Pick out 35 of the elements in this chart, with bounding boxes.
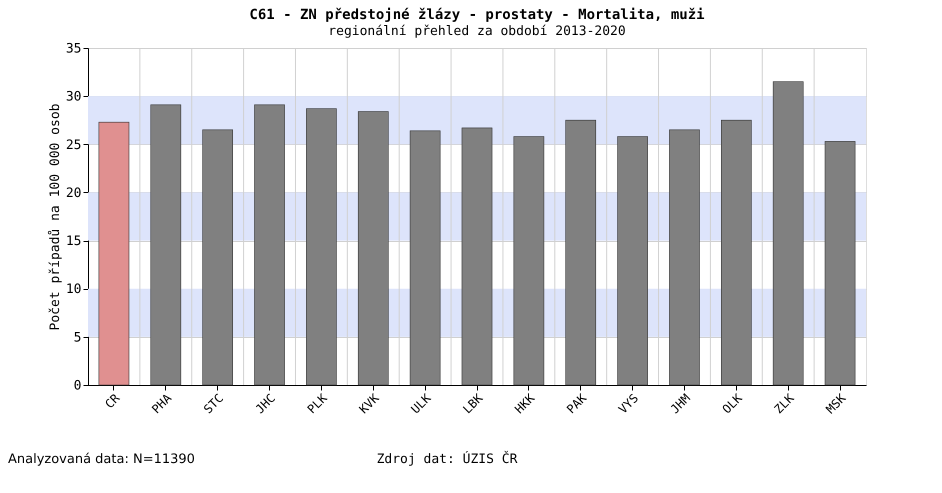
text: Analyzovaná data: N=11390 [8, 452, 195, 467]
y-tick-label: 25 [66, 138, 82, 153]
bar [720, 120, 752, 386]
bar [254, 104, 285, 386]
x-tick-label: VYS [616, 391, 642, 416]
y-tick-label: 30 [66, 90, 82, 105]
chart-subtitle: regionální přehled za období 2013-2020 [328, 24, 626, 39]
bar [98, 122, 130, 386]
y-tick-label: 15 [66, 234, 82, 250]
y-tick-label: 20 [66, 186, 82, 201]
x-tick-label: OLK [720, 390, 746, 416]
y-tick-label: 10 [66, 282, 82, 298]
bar [669, 130, 700, 386]
y-axis-title: Počet případů na 100 000 osob [46, 103, 63, 330]
y-tick-label: 0 [74, 378, 82, 394]
x-tick-label: JHC [252, 391, 278, 416]
y-tick-label: 5 [74, 330, 82, 346]
text: Zdroj dat: ÚZIS ČR [376, 450, 518, 467]
bar [772, 81, 804, 386]
bar [565, 120, 596, 386]
y-tick-label: 35 [66, 42, 82, 56]
bar [617, 136, 648, 386]
bar [358, 111, 389, 386]
bar [410, 130, 440, 386]
bar [306, 108, 337, 386]
x-tick-label: CR [102, 390, 123, 412]
bar [462, 128, 492, 386]
bar [514, 136, 544, 386]
bar [202, 130, 234, 386]
chart-title: C61 - ZN předstojné žlázy - prostaty - Mortalita, muži [249, 7, 705, 23]
x-tick-label: STC [200, 391, 226, 416]
x-tick-label: ULK [408, 390, 434, 416]
bar [150, 104, 182, 386]
x-tick-label: PHA [149, 390, 175, 416]
bar [824, 141, 856, 386]
